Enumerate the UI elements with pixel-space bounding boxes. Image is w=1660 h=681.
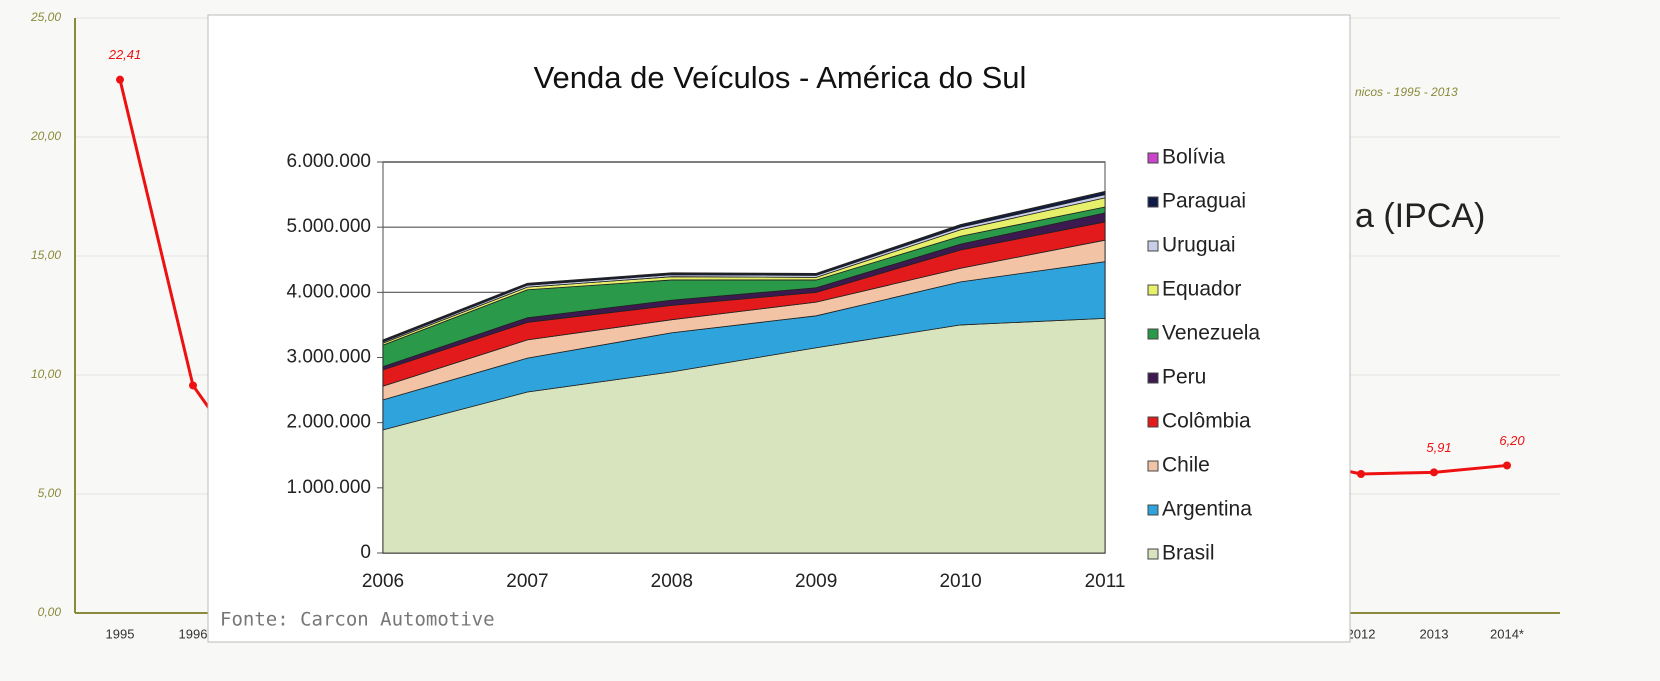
x-tick-label: 2013 <box>1420 626 1449 641</box>
legend-label: Colômbia <box>1162 410 1251 433</box>
legend-swatch <box>1147 372 1159 384</box>
legend-swatch <box>1147 504 1159 516</box>
legend-swatch <box>1147 460 1159 472</box>
legend-swatch <box>1147 416 1159 428</box>
point <box>189 381 197 390</box>
y-tick-label: 5,00 <box>38 486 62 500</box>
data-label: 6,20 <box>1499 433 1525 448</box>
x-tick-label: 2010 <box>939 571 981 592</box>
legend-label: Peru <box>1162 366 1206 389</box>
x-tick-label: 1995 <box>106 626 135 641</box>
legend-label: Argentina <box>1162 498 1252 521</box>
legend-swatch <box>1147 284 1159 296</box>
x-tick-label: 2014* <box>1490 626 1524 641</box>
data-label: 22,41 <box>108 47 142 62</box>
area <box>382 190 1106 342</box>
legend-label: Venezuela <box>1162 322 1260 345</box>
legend-swatch <box>1147 196 1159 208</box>
chart-title: a (IPCA) <box>1355 197 1485 235</box>
data-label: 5,91 <box>1426 440 1451 455</box>
x-tick-label: 2007 <box>506 571 548 592</box>
y-tick-label: 2.000.000 <box>286 412 371 433</box>
y-tick-label: 6.000.000 <box>286 151 371 172</box>
x-tick-label: 2008 <box>651 571 693 592</box>
legend-swatch <box>1147 548 1159 560</box>
legend-label: Brasil <box>1162 542 1215 565</box>
legend-label: Bolívia <box>1162 146 1225 169</box>
legend-swatch <box>1147 328 1159 340</box>
y-tick-label: 5.000.000 <box>286 216 371 237</box>
x-tick-label: 2009 <box>795 571 837 592</box>
point <box>116 75 124 84</box>
chart-title: Venda de Veículos - América do Sul <box>534 60 1027 95</box>
y-tick-label: 20,00 <box>30 129 61 143</box>
x-tick-label: 2011 <box>1085 571 1126 592</box>
source: Fonte: Carcon Automotive <box>220 609 495 631</box>
y-tick-label: 3.000.000 <box>286 347 371 368</box>
y-tick-label: 25,00 <box>30 10 61 24</box>
legend-label: Uruguai <box>1162 234 1236 257</box>
point <box>1357 470 1365 479</box>
point <box>1503 461 1511 470</box>
x-tick-label: 1996 <box>179 626 208 641</box>
subtitle: nicos - 1995 - 2013 <box>1355 85 1458 99</box>
legend-label: Equador <box>1162 278 1241 301</box>
y-tick-label: 1.000.000 <box>286 477 371 498</box>
y-tick-label: 15,00 <box>31 248 61 262</box>
y-tick-label: 0,00 <box>38 605 62 619</box>
legend-label: Chile <box>1162 454 1210 477</box>
x-tick-label: 2012 <box>1347 626 1376 641</box>
legend-label: Paraguai <box>1162 190 1246 213</box>
x-tick-label: 2006 <box>362 571 404 592</box>
legend-swatch <box>1147 152 1159 164</box>
legend-swatch <box>1147 240 1159 252</box>
y-tick-label: 10,00 <box>31 367 61 381</box>
y-tick-label: 0 <box>360 542 371 563</box>
point <box>1430 468 1438 477</box>
y-tick-label: 4.000.000 <box>286 281 371 302</box>
